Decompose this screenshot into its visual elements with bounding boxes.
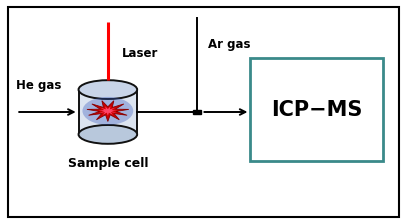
Text: ICP−MS: ICP−MS: [271, 100, 362, 120]
Text: Laser: Laser: [122, 47, 158, 60]
Polygon shape: [98, 106, 117, 116]
Polygon shape: [79, 90, 137, 134]
Text: Ar gas: Ar gas: [208, 38, 250, 51]
Ellipse shape: [79, 80, 137, 99]
Bar: [250, 58, 383, 161]
Text: He gas: He gas: [16, 79, 61, 92]
Bar: [193, 110, 201, 114]
Polygon shape: [87, 101, 129, 121]
Text: Sample cell: Sample cell: [68, 157, 148, 170]
Ellipse shape: [83, 97, 133, 125]
Ellipse shape: [79, 125, 137, 144]
